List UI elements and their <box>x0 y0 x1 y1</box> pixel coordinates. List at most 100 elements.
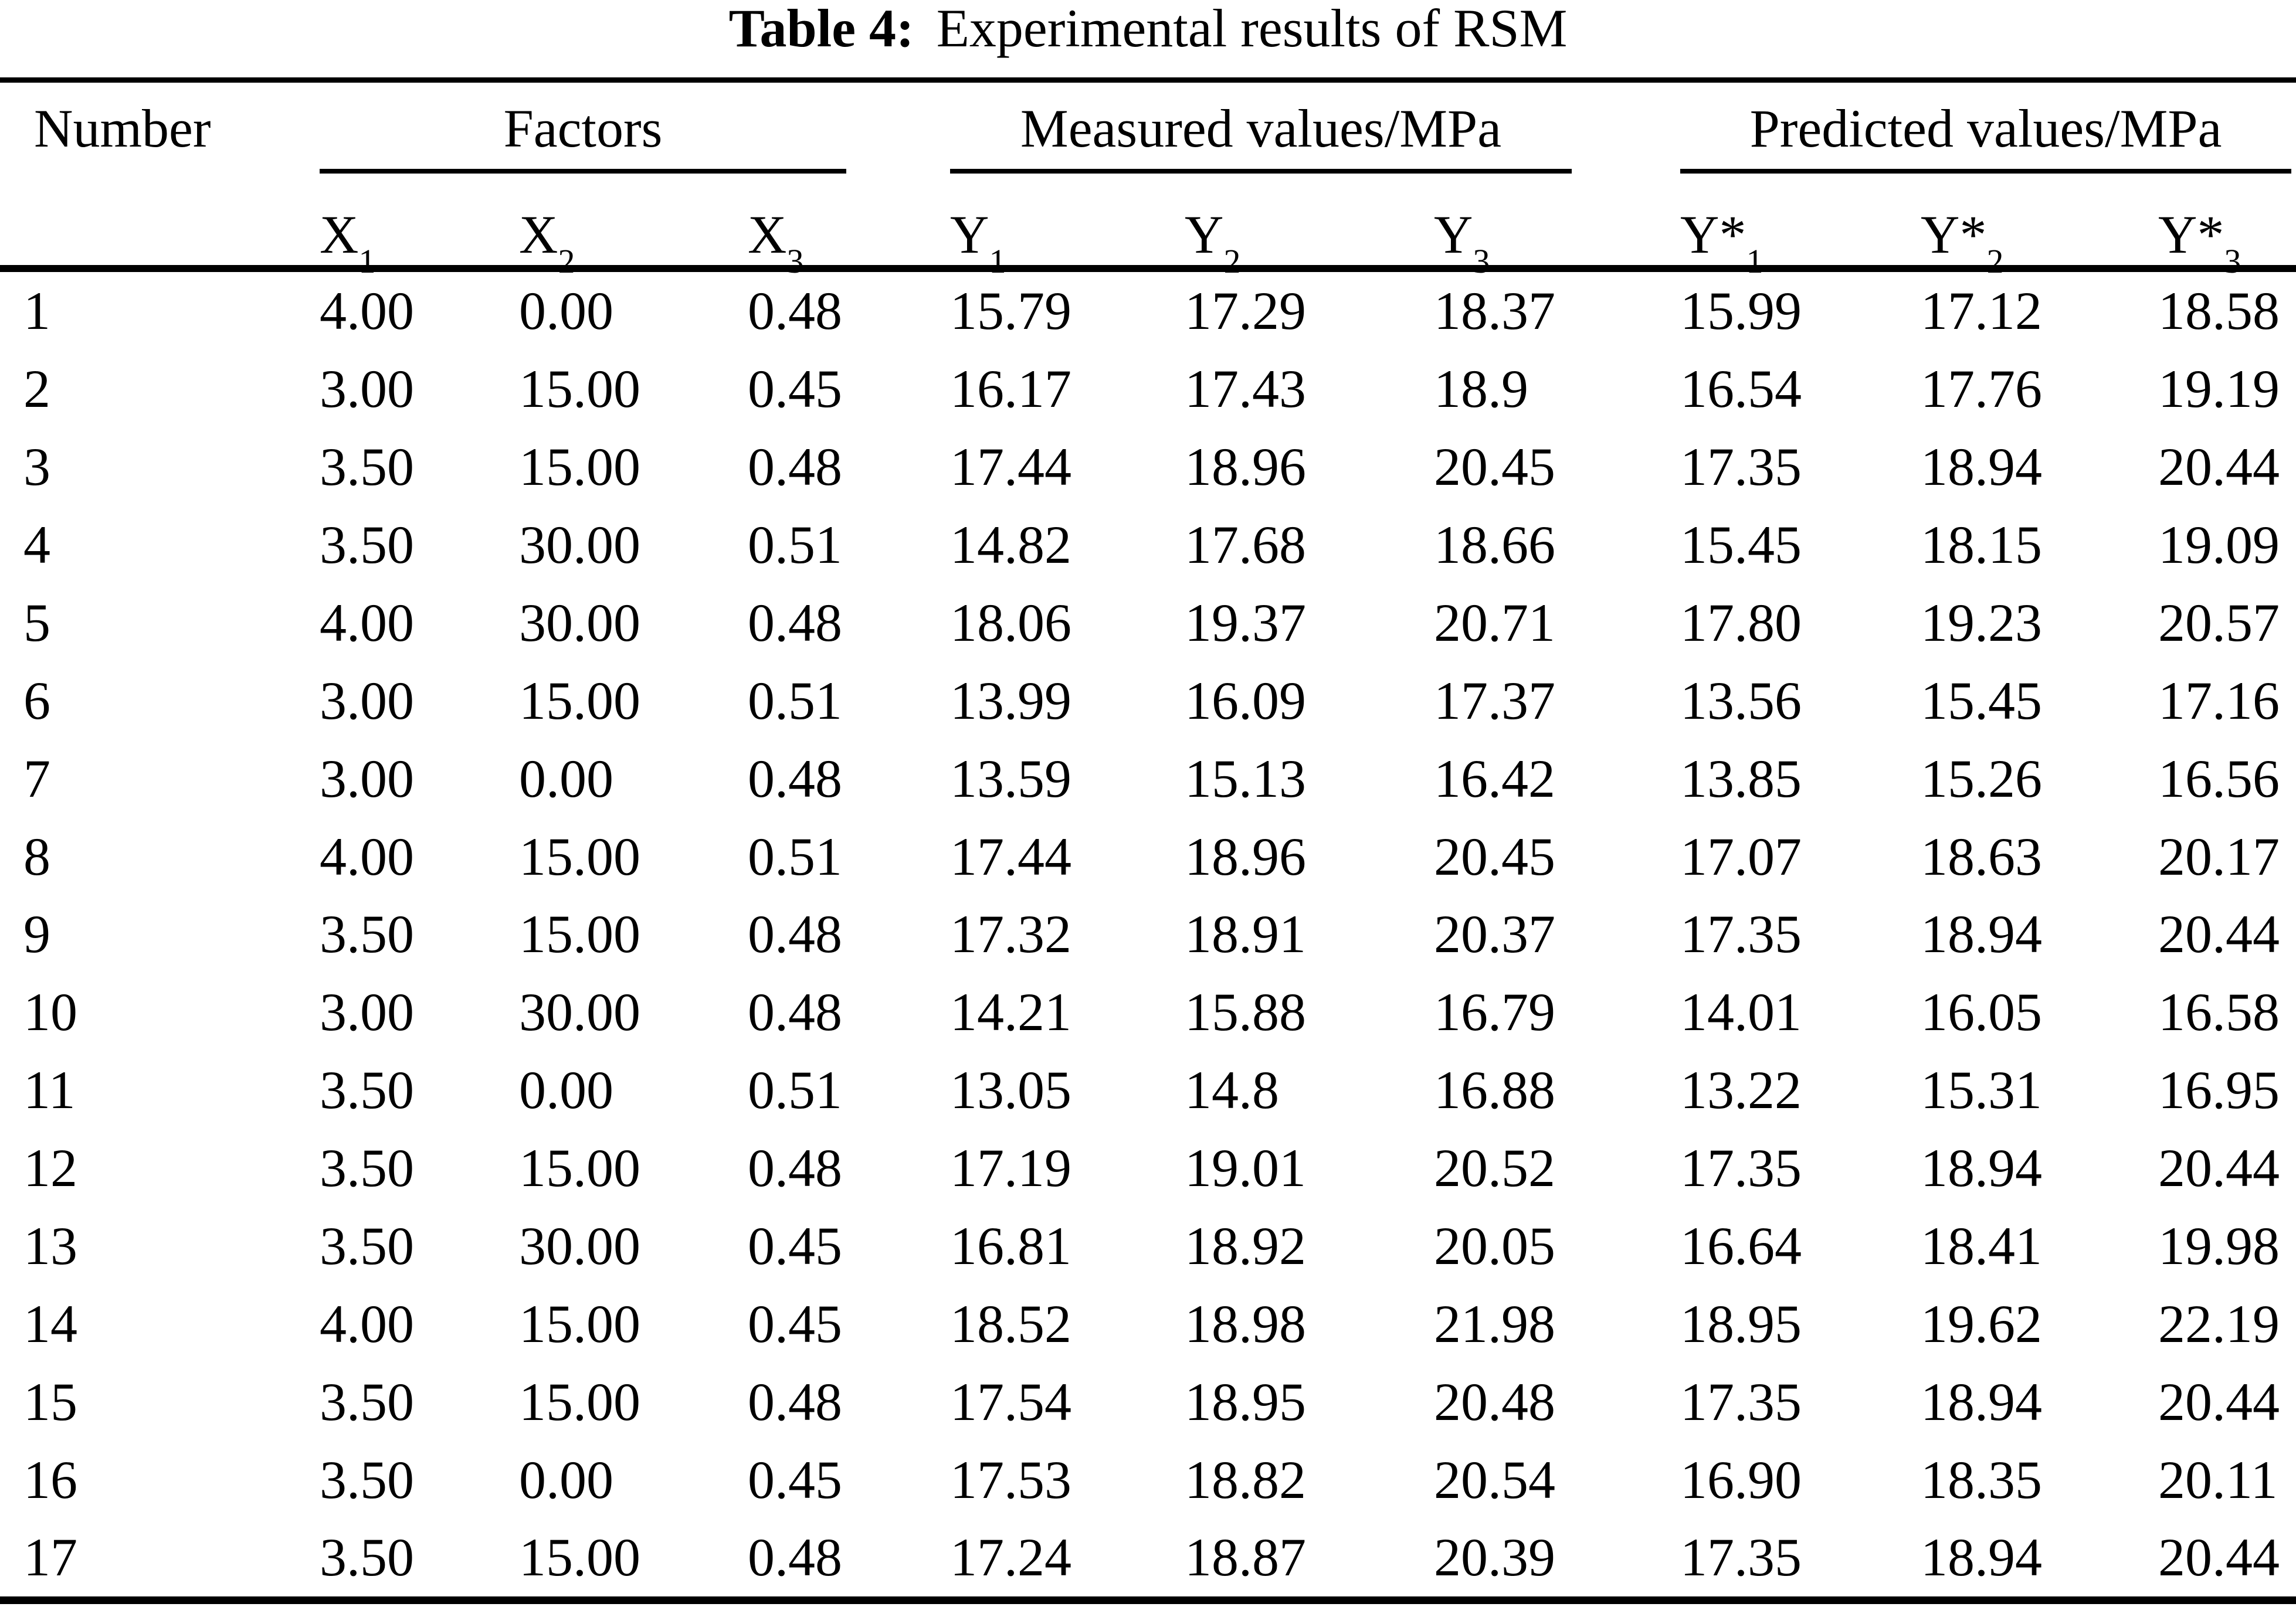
table-cell: 15.00 <box>519 826 640 886</box>
row-number: 1 <box>23 281 50 341</box>
row-number: 12 <box>23 1138 77 1198</box>
table-cell: 13.59 <box>950 748 1071 808</box>
row-number: 6 <box>23 670 50 731</box>
table-cell: 15.00 <box>519 904 640 964</box>
row-number: 16 <box>23 1449 77 1510</box>
top-rule <box>0 77 2296 83</box>
table-cell: 0.48 <box>748 1371 842 1432</box>
table-cell: 15.79 <box>950 281 1071 341</box>
table-cell: 17.35 <box>1680 904 1802 964</box>
table-cell: 0.48 <box>748 748 842 808</box>
col-header-spacer <box>0 174 320 265</box>
table-cell: 0.45 <box>748 1293 842 1354</box>
table-cell: 15.45 <box>1921 670 2042 731</box>
table-cell: 3.50 <box>320 904 414 964</box>
table-cell: 18.41 <box>1921 1215 2042 1276</box>
table-cell: 0.51 <box>748 670 842 731</box>
table-cell: 20.44 <box>2158 437 2280 497</box>
row-number: 7 <box>23 748 50 808</box>
table-cell: 15.99 <box>1680 281 1802 341</box>
table-cell: 20.45 <box>1434 826 1555 886</box>
table-cell: 13.99 <box>950 670 1071 731</box>
table-cell: 0.45 <box>748 1215 842 1276</box>
table-cell: 14.01 <box>1680 982 1802 1042</box>
table-cell: 18.96 <box>1185 826 1306 886</box>
table-cell: 20.71 <box>1434 592 1555 653</box>
table-cell: 18.58 <box>2158 281 2280 341</box>
table-cell: 18.94 <box>1921 1527 2042 1588</box>
table-cell: 0.48 <box>748 1527 842 1588</box>
table-cell: 19.23 <box>1921 592 2042 653</box>
table-cell: 16.81 <box>950 1215 1071 1276</box>
table-cell: 15.00 <box>519 359 640 419</box>
table-cell: 13.85 <box>1680 748 1802 808</box>
table-cell: 18.15 <box>1921 515 2042 575</box>
table-cell: 18.94 <box>1921 904 2042 964</box>
table-cell: 19.62 <box>1921 1293 2042 1354</box>
table-cell: 18.91 <box>1185 904 1306 964</box>
table-cell: 17.16 <box>2158 670 2280 731</box>
table-cell: 18.95 <box>1185 1371 1306 1432</box>
table-cell: 0.48 <box>748 1138 842 1198</box>
table-cell: 22.19 <box>2158 1293 2280 1354</box>
table-cell: 17.37 <box>1434 670 1555 731</box>
table-cell: 0.48 <box>748 982 842 1042</box>
table-cell: 18.96 <box>1185 437 1306 497</box>
table-cell: 15.00 <box>519 1293 640 1354</box>
table-cell: 16.09 <box>1185 670 1306 731</box>
row-number: 3 <box>23 437 50 497</box>
col-group-number-label: Number <box>34 98 211 158</box>
table-cell: 30.00 <box>519 982 640 1042</box>
col-group-measured: Measured values/MPa <box>950 83 1680 174</box>
table-cell: 20.39 <box>1434 1527 1555 1588</box>
row-number: 9 <box>23 904 50 964</box>
table-cell: 17.35 <box>1680 1371 1802 1432</box>
table-cell: 0.00 <box>519 1060 613 1120</box>
table-cell: 17.35 <box>1680 1527 1802 1588</box>
table-cell: 0.48 <box>748 592 842 653</box>
table-cell: 16.58 <box>2158 982 2280 1042</box>
table-cell: 0.00 <box>519 748 613 808</box>
table-cell: 18.98 <box>1185 1293 1306 1354</box>
col-group-measured-label: Measured values/MPa <box>1020 98 1502 158</box>
table-cell: 20.05 <box>1434 1215 1555 1276</box>
table-cell: 18.06 <box>950 592 1071 653</box>
row-number: 13 <box>23 1215 77 1276</box>
table-cell: 17.43 <box>1185 359 1306 419</box>
table-cell: 3.50 <box>320 1527 414 1588</box>
table-cell: 15.00 <box>519 1138 640 1198</box>
row-number: 17 <box>23 1527 77 1588</box>
row-number: 8 <box>23 826 50 886</box>
table-cell: 30.00 <box>519 592 640 653</box>
table-cell: 17.76 <box>1921 359 2042 419</box>
table-cell: 3.50 <box>320 515 414 575</box>
table-cell: 16.90 <box>1680 1449 1802 1510</box>
table-cell: 3.50 <box>320 1060 414 1120</box>
table-cell: 18.94 <box>1921 437 2042 497</box>
table-cell: 13.05 <box>950 1060 1071 1120</box>
table-cell: 18.66 <box>1434 515 1555 575</box>
table-cell: 0.48 <box>748 437 842 497</box>
table-cell: 19.98 <box>2158 1215 2280 1276</box>
table-cell: 20.48 <box>1434 1371 1555 1432</box>
table-cell: 17.80 <box>1680 592 1802 653</box>
table-cell: 3.50 <box>320 1138 414 1198</box>
col-group-predicted: Predicted values/MPa <box>1680 83 2296 174</box>
table-cell: 19.37 <box>1185 592 1306 653</box>
factors-underline <box>320 169 846 174</box>
table-cell: 18.37 <box>1434 281 1555 341</box>
row-number: 15 <box>23 1371 77 1432</box>
table-cell: 30.00 <box>519 1215 640 1276</box>
col-header-ystar2: Y* 2 <box>1921 205 2004 280</box>
table-cell: 20.54 <box>1434 1449 1555 1510</box>
col-group-factors-label: Factors <box>503 98 663 158</box>
table-cell: 15.88 <box>1185 982 1306 1042</box>
table-cell: 20.17 <box>2158 826 2280 886</box>
table-cell: 13.56 <box>1680 670 1802 731</box>
table-cell: 15.00 <box>519 1527 640 1588</box>
